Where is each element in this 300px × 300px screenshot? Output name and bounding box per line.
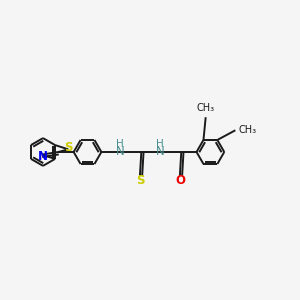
- Text: N: N: [116, 146, 125, 158]
- Text: H: H: [116, 139, 124, 149]
- Text: S: S: [64, 141, 73, 154]
- Text: S: S: [136, 174, 144, 187]
- Text: CH₃: CH₃: [238, 125, 256, 135]
- Text: H: H: [156, 139, 164, 149]
- Text: CH₃: CH₃: [196, 103, 215, 113]
- Text: N: N: [156, 146, 165, 158]
- Text: N: N: [38, 150, 48, 163]
- Text: O: O: [175, 174, 185, 187]
